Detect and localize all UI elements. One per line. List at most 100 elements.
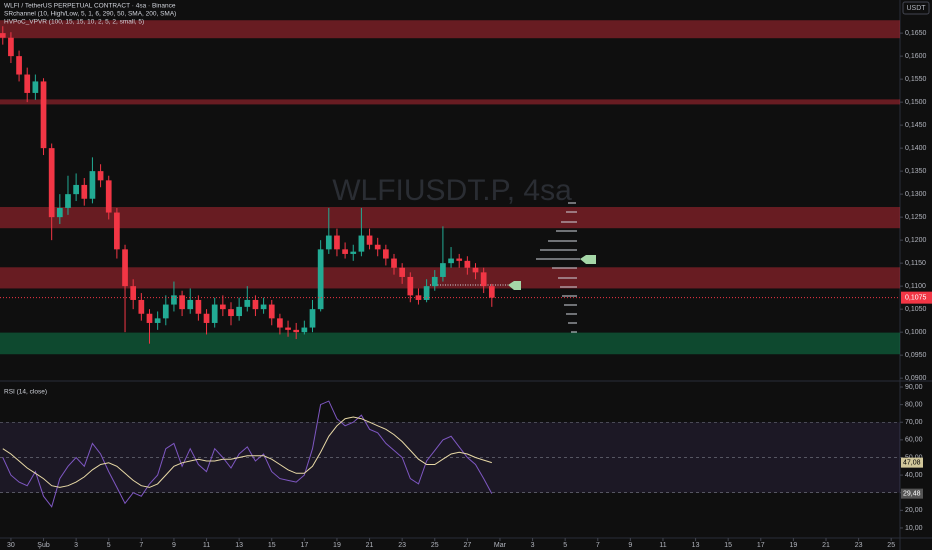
y-tick-label: 0,1400 [905, 145, 927, 152]
poc-marker [580, 255, 596, 264]
candle-body [32, 81, 39, 93]
candle-body [423, 286, 430, 300]
x-tick-label: 21 [366, 542, 374, 549]
rsi-value-box [901, 488, 923, 499]
candle-body [277, 318, 283, 328]
candle-body [48, 148, 55, 218]
candle-body [236, 306, 242, 317]
y-tick-label: 0,1300 [905, 191, 927, 198]
x-tick-label: 30 [7, 542, 15, 549]
candle-body [293, 329, 300, 333]
rsi-value-label: 47,08 [903, 459, 921, 466]
candle-body [407, 276, 414, 296]
candle-body [383, 249, 389, 259]
y-tick-label: 0,1450 [905, 122, 927, 129]
x-tick-label: 15 [268, 542, 276, 549]
y-tick-label: 0,1550 [905, 76, 927, 83]
rsi-y-tick-label: 10,00 [905, 525, 923, 532]
candle-body [81, 184, 88, 199]
candle-body [24, 74, 31, 93]
y-tick-label: 0,1000 [905, 329, 927, 336]
y-tick-label: 0,1250 [905, 214, 927, 221]
candle-body [179, 295, 185, 310]
x-tick-label: 19 [789, 542, 797, 549]
x-tick-label: 7 [139, 542, 143, 549]
candle-body [211, 304, 218, 323]
sr-zone [0, 332, 900, 355]
candle-body [228, 309, 234, 317]
candle-body [16, 56, 22, 75]
candle-body [195, 299, 202, 314]
symbol-title: WLFI / TetherUS PERPETUAL CONTRACT · 4sa… [4, 3, 176, 10]
candle-body [260, 304, 267, 310]
x-tick-label: 27 [463, 542, 471, 549]
candle-body [309, 309, 316, 328]
rsi-y-tick-label: 20,00 [905, 507, 923, 514]
y-tick-label: 0,1350 [905, 168, 927, 175]
candle-body [138, 299, 145, 314]
x-tick-label: 5 [107, 542, 111, 549]
watermark: WLFIUSDT.P, 4sa [332, 174, 572, 207]
candle-body [415, 295, 422, 300]
candle-body [480, 272, 487, 287]
candle-body [146, 313, 153, 323]
x-tick-label: 13 [692, 542, 700, 549]
candle-body [350, 251, 357, 254]
indicator-legend: SRchannel (10, High/Low, 5, 1, 6, 290, 5… [4, 11, 176, 18]
candle-body [56, 207, 63, 218]
candle-body [171, 295, 177, 305]
x-tick-label: 25 [887, 542, 895, 549]
candle-body [252, 299, 259, 310]
x-tick-label: 17 [300, 542, 308, 549]
sr-zone [0, 20, 900, 39]
x-tick-label: 9 [628, 542, 632, 549]
candle-body [301, 327, 308, 333]
candle-body [334, 235, 340, 250]
candle-body [440, 263, 446, 277]
candle-body [130, 286, 137, 300]
candle-body [73, 184, 79, 195]
candle-body [65, 194, 71, 208]
x-tick-label: 21 [822, 542, 830, 549]
candle-body [219, 304, 226, 310]
x-tick-label: 3 [531, 542, 535, 549]
candle-body [456, 258, 463, 261]
y-tick-label: 0,1200 [905, 237, 927, 244]
candle-body [342, 249, 348, 254]
sr-zone [0, 267, 900, 289]
x-tick-label: Mar [494, 542, 507, 549]
x-tick-label: 23 [855, 542, 863, 549]
rsi-y-tick-label: 80,00 [905, 401, 923, 408]
currency-label[interactable]: USDT [906, 5, 926, 12]
candle-body [40, 81, 47, 149]
y-tick-label: 0,1600 [905, 53, 927, 60]
candle-body [374, 244, 381, 250]
y-tick-label: 0,0900 [905, 375, 927, 382]
y-tick-label: 0,1100 [905, 283, 926, 290]
x-tick-label: 19 [333, 542, 341, 549]
volume-profile [536, 202, 580, 333]
y-tick-label: 0,1150 [905, 260, 926, 267]
candle-body [203, 313, 210, 323]
x-tick-label: 25 [431, 542, 439, 549]
candle-body [448, 258, 454, 264]
candle-body [366, 235, 373, 245]
candle-body [154, 318, 161, 323]
x-tick-label: 11 [659, 542, 666, 549]
rsi-y-tick-label: 40,00 [905, 472, 923, 479]
currency-button[interactable] [902, 1, 930, 15]
x-tick-label: 3 [74, 542, 78, 549]
rsi-title: RSI (14, close) [4, 389, 47, 396]
x-tick-label: 13 [235, 542, 243, 549]
candle-body [244, 299, 251, 307]
candle-body [358, 235, 365, 252]
last-price-box [901, 291, 932, 304]
candle-body [162, 304, 169, 319]
candle-body [325, 235, 332, 250]
rsi-line [2, 400, 493, 508]
x-tick-label: 23 [398, 542, 406, 549]
candle-body [472, 267, 479, 273]
y-tick-label: 0,0950 [905, 352, 927, 359]
candle-body [268, 304, 275, 319]
